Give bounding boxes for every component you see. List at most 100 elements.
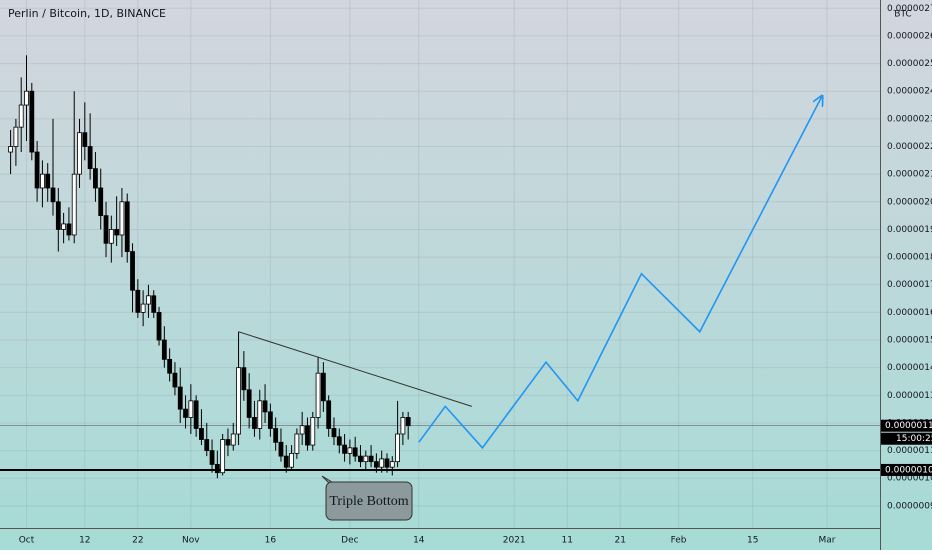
candle-body xyxy=(326,400,332,429)
candle-body xyxy=(66,223,72,236)
candle-body xyxy=(61,223,67,230)
y-tick-label: 0.00000090 xyxy=(887,501,932,511)
candle-body xyxy=(347,447,353,454)
projection-line xyxy=(418,97,822,450)
candle-body xyxy=(146,295,151,305)
candle-body xyxy=(140,303,146,313)
x-tick-label: 2021 xyxy=(503,536,526,546)
candle-body xyxy=(342,444,347,454)
candle-body xyxy=(114,229,120,236)
y-tick-label: 0.00000260 xyxy=(887,31,932,41)
candle-body xyxy=(55,201,61,230)
y-tick-label: 0.00000160 xyxy=(887,308,932,318)
candle-body xyxy=(124,201,130,252)
candle-body xyxy=(193,400,199,429)
candle-body xyxy=(331,428,337,438)
y-tick-label: 0.00000170 xyxy=(887,280,932,290)
y-tick-label: 0.00000190 xyxy=(887,225,932,235)
callout-box xyxy=(325,481,413,521)
candle-body xyxy=(267,411,273,429)
y-tick-label: 0.00000100 xyxy=(887,474,932,484)
candle-body xyxy=(188,400,194,418)
candle-body xyxy=(98,187,104,217)
candle-body xyxy=(320,372,326,402)
candle-body xyxy=(199,428,204,440)
x-tick-label: 15 xyxy=(747,536,758,546)
candle-body xyxy=(278,441,284,457)
candle-body xyxy=(8,146,14,153)
candle-body xyxy=(40,173,45,189)
y-tick-label: 0.00000130 xyxy=(887,391,932,401)
candle-body xyxy=(161,339,167,360)
candle-body xyxy=(405,417,411,427)
candle-body xyxy=(352,447,358,457)
last-price-label: 0.00000119 xyxy=(885,421,932,431)
candle-body xyxy=(252,417,257,429)
y-tick-label: 0.00000220 xyxy=(887,142,932,152)
candle-body xyxy=(93,168,98,189)
annotation: Triple Bottom xyxy=(329,494,408,509)
currency-label: BTC xyxy=(894,10,911,20)
candle-body xyxy=(289,452,294,468)
candle-body xyxy=(18,104,24,128)
candle-body xyxy=(305,425,310,446)
candle-body xyxy=(71,173,77,236)
candle-body xyxy=(336,436,342,446)
candle-body xyxy=(315,372,321,418)
candle-body xyxy=(34,151,40,189)
candle-body xyxy=(299,425,305,435)
x-tick-label: Oct xyxy=(19,536,35,546)
y-tick-label: 0.00000250 xyxy=(887,59,932,69)
x-tick-label: 14 xyxy=(413,536,425,546)
candle-body xyxy=(13,126,19,147)
candle-body xyxy=(225,439,231,446)
trendline xyxy=(238,331,472,407)
candle-body xyxy=(172,372,178,388)
x-tick-label: Dec xyxy=(341,536,358,546)
candle-body xyxy=(395,433,400,463)
x-tick-label: Nov xyxy=(182,536,200,546)
candle-body xyxy=(29,90,35,153)
candle-body xyxy=(156,311,162,341)
candle-body xyxy=(310,417,316,446)
y-tick-label: 0.00000140 xyxy=(887,363,932,373)
candle-body xyxy=(183,408,188,418)
y-tick-label: 0.00000240 xyxy=(887,87,932,97)
candle-body xyxy=(220,439,226,474)
candle-body xyxy=(45,173,51,189)
y-tick-label: 0.00000110 xyxy=(887,446,932,456)
support-box xyxy=(881,463,932,476)
candle-body xyxy=(358,455,363,463)
x-tick-label: 12 xyxy=(79,536,90,546)
candle-body xyxy=(246,389,252,418)
candle-body xyxy=(389,461,395,468)
y-tick-label: 0.00000200 xyxy=(887,197,932,207)
candle-body xyxy=(294,433,300,454)
candle-body xyxy=(119,201,125,236)
candle-body xyxy=(262,400,268,413)
candle-body xyxy=(103,215,109,244)
candle-body xyxy=(214,464,220,474)
y-tick-label: 0.00000180 xyxy=(887,253,932,263)
x-tick-label: 16 xyxy=(265,536,277,546)
countdown-box xyxy=(881,432,932,445)
support-label: 0.00000103 xyxy=(885,465,932,475)
candle-body xyxy=(167,358,173,374)
y-tick-label: 0.00000230 xyxy=(887,114,932,124)
candle-body xyxy=(151,295,157,313)
candle-body xyxy=(204,439,210,451)
candle-body xyxy=(368,455,374,463)
candle-body xyxy=(379,458,385,468)
candle-body xyxy=(363,455,369,463)
x-tick-label: Mar xyxy=(818,536,835,546)
candle-body xyxy=(24,90,29,106)
x-tick-label: 21 xyxy=(615,536,626,546)
candle-body xyxy=(87,146,93,170)
chart-title: Perlin / Bitcoin, 1D, BINANCE xyxy=(8,7,166,20)
candle-body xyxy=(108,229,114,244)
candle-body xyxy=(241,367,247,391)
y-tick-label: 0.00000270 xyxy=(887,4,932,14)
x-tick-label: Feb xyxy=(671,536,687,546)
